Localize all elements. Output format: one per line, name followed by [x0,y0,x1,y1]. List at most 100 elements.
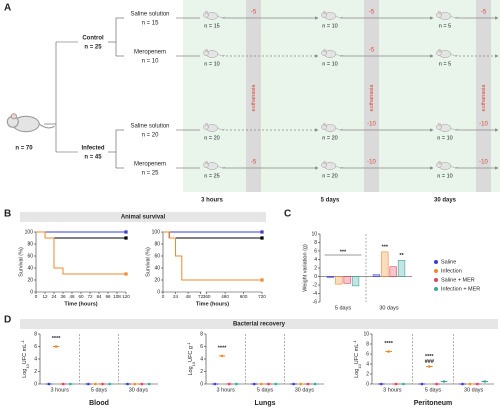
data-dot [108,382,112,386]
mouse-icon [321,123,344,132]
data-dot [461,382,464,386]
arm-name: Meropenem [134,50,166,56]
data-dot [86,382,90,386]
x-tick-label: 72 [87,294,93,299]
timepoint-count: n = 20 [204,135,219,141]
mouse-ear [205,161,208,164]
data-dot [227,382,231,386]
mouse-tail [335,53,344,57]
data-dot [468,382,472,386]
survival-line [163,231,262,281]
mouse-ear [323,49,326,52]
x-tick-label: 3 hours [216,387,235,393]
y-tick-label: 60 [154,253,160,259]
mouse-icon [203,11,226,20]
mouse-tail [335,15,344,19]
mouse-icon [436,49,459,58]
y-tick-label: 2 [314,265,317,271]
arm-name: Meropenem [134,162,166,168]
removed-count: -10 [367,160,376,166]
legend-label: Saline + MER [441,277,475,283]
bar [389,266,397,277]
mouse-ear [10,113,17,120]
euthanasia-label: euthanasia [251,84,257,112]
mouse-ear [438,49,441,52]
mouse-tail [217,127,226,131]
data-dot [101,382,104,386]
banner-title: Bacterial recovery [233,322,286,328]
mouse-ear [438,11,441,14]
timepoint-count: n = 5 [439,61,451,67]
group-count: n = 45 [84,155,102,161]
panel-label: B [4,209,11,220]
point-marker [124,236,128,240]
data-dot [126,382,129,386]
euthanasia-label: euthanasia [481,84,487,112]
data-dot [147,382,151,386]
legend-marker [434,269,438,273]
mouse-ear [205,11,208,14]
x-tick-label: 5 days [425,387,441,393]
y-tick-label: 0 [157,289,160,295]
label-part: Log [22,369,28,378]
annotation: **** [52,336,61,342]
group-name: Infected [81,146,104,152]
x-tick-label: 24 [51,294,57,299]
y-tick-label: 100 [25,229,34,235]
x-tick-label: 0 [162,294,165,299]
data-dot [220,354,224,358]
mouse-icon [203,49,226,58]
arm-count: n = 15 [142,21,160,27]
arm-count: n = 10 [142,59,160,65]
x-tick-label: 5 days [91,387,107,393]
y-axis-title: Log10UFC g-1 [186,342,196,376]
panel-label: D [4,315,11,326]
timepoint-count: n = 10 [322,61,337,67]
legend-marker [434,278,438,282]
data-dot [476,382,479,386]
removed-count: -5 [251,10,257,16]
y-tick-label: 80 [154,241,160,247]
y-tick-label: 6 [200,344,203,350]
banner [20,319,498,329]
bar [335,276,343,285]
data-dot [267,382,270,386]
mouse-icon [321,161,344,170]
y-tick-label: 4 [200,356,203,362]
label-part: Log [354,369,360,378]
x-tick-label: 30 days [464,387,484,393]
data-dot [402,382,405,386]
timepoint-count: n = 10 [322,23,337,29]
y-tick-label: 40 [27,265,33,271]
data-dot [442,380,446,383]
mouse-icon [203,161,226,170]
bar [372,274,381,277]
x-tick-label: 24 [173,294,179,299]
data-dot [306,382,310,386]
timepoint-count: n = 20 [322,173,337,179]
y-tick-label: 0 [366,381,369,387]
data-dot [94,382,97,386]
data-dot [260,382,263,386]
label-sub: 10 [25,363,30,368]
data-dot [133,382,137,386]
mouse-tail [450,15,459,19]
euthanasia-stripe [364,0,379,192]
data-dot [428,365,431,368]
chart-title: Blood [89,400,109,407]
mouse-icon [203,123,226,132]
euthanasia-stripe [476,0,491,192]
y-tick-label: 4 [34,356,37,362]
x-tick-label: 720 [258,294,266,299]
x-tick-label: 48 [69,294,75,299]
x-tick-label: 96 [105,294,111,299]
removed-count: -10 [367,122,376,128]
group-count: n = 25 [84,45,102,51]
point-marker [124,230,128,234]
y-tick-label: 6 [314,248,317,254]
x-tick-label: 60 [78,294,84,299]
x-tick-label: 600 [240,294,248,299]
removed-count: -10 [479,160,488,166]
panel-label: A [4,3,11,14]
